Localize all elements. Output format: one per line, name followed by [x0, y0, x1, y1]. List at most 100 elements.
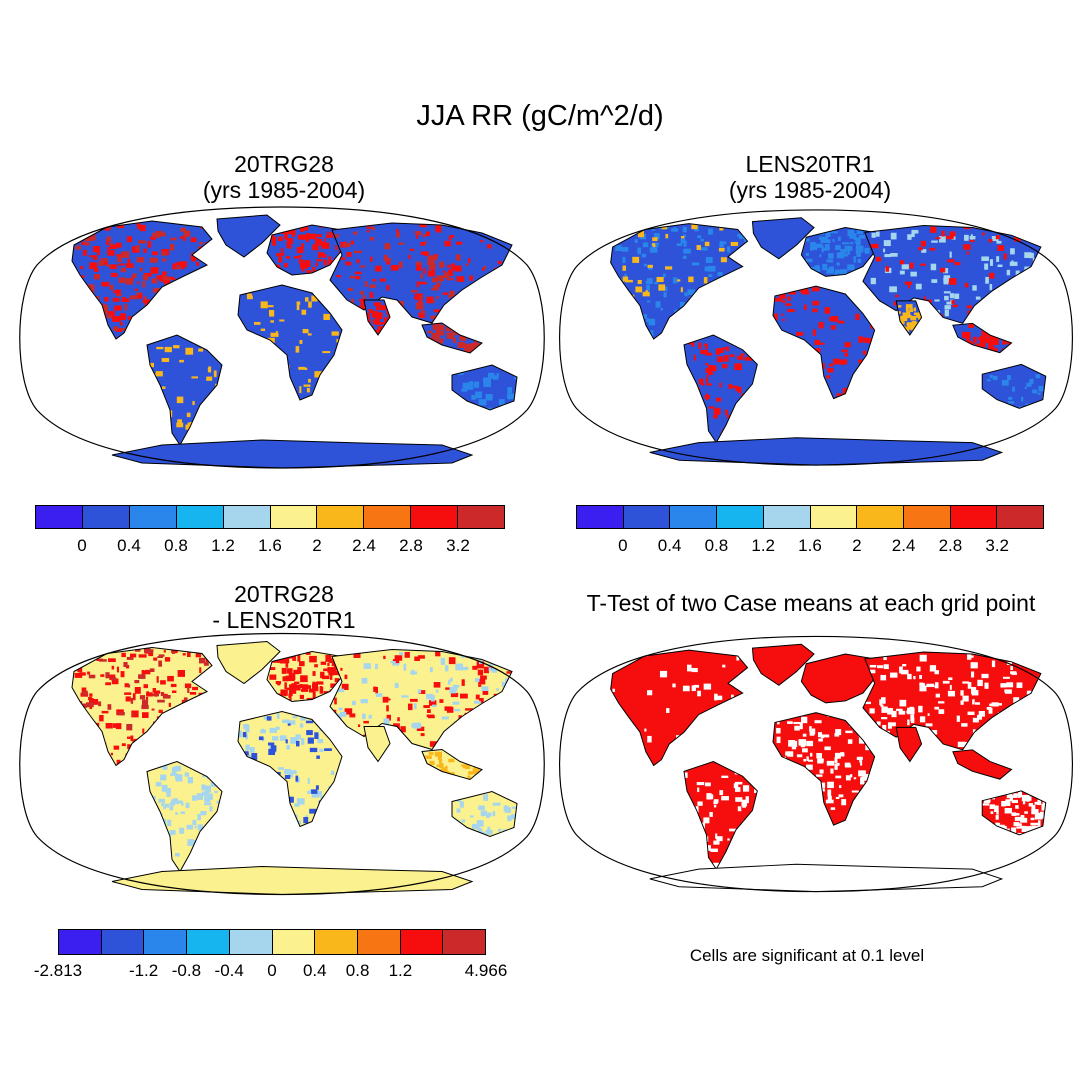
field-cell — [680, 236, 685, 239]
field-cell — [116, 316, 121, 322]
field-cell — [621, 229, 625, 236]
field-cell — [991, 702, 999, 707]
field-cell — [267, 305, 274, 308]
field-cell — [466, 383, 474, 390]
map-border — [559, 209, 1073, 466]
field-cell — [446, 327, 453, 332]
field-cell — [315, 262, 318, 267]
field-cell — [452, 337, 456, 343]
field-cell — [238, 730, 242, 738]
field-cell — [733, 783, 739, 789]
field-cell — [735, 797, 743, 802]
field-cell — [386, 698, 391, 701]
field-cell — [672, 683, 676, 688]
field-cell — [306, 270, 312, 274]
field-cell — [741, 393, 744, 396]
colorbar-tick-label: 0.4 — [117, 536, 141, 555]
field-cell — [812, 300, 820, 306]
field-cell — [116, 328, 122, 332]
field-cell — [788, 740, 796, 747]
colorbar-swatch — [763, 506, 811, 528]
field-cell — [468, 771, 473, 775]
field-cell — [370, 256, 373, 262]
field-cell — [1030, 817, 1035, 821]
field-cell — [316, 755, 320, 759]
field-cell — [946, 235, 954, 240]
land-antarctica — [112, 866, 472, 895]
field-cell — [287, 720, 296, 725]
field-cell — [261, 728, 265, 732]
field-cell — [497, 260, 502, 265]
field-cell — [185, 347, 194, 355]
field-cell — [877, 665, 884, 669]
field-cell — [1015, 805, 1019, 809]
field-cell — [818, 321, 824, 329]
field-cell — [158, 660, 162, 667]
field-cell — [724, 355, 729, 362]
field-cell — [401, 695, 409, 698]
field-cell — [480, 810, 487, 817]
field-cell — [721, 775, 729, 778]
field-cell — [242, 732, 247, 738]
field-cell — [184, 772, 189, 777]
field-cell — [902, 663, 907, 667]
field-cell — [318, 791, 322, 796]
field-cell — [715, 695, 723, 700]
field-cell — [441, 716, 449, 720]
field-cell — [656, 276, 664, 283]
field-cell — [126, 236, 133, 243]
field-cell — [658, 284, 666, 291]
field-cell — [906, 304, 913, 309]
field-cell — [883, 248, 886, 253]
field-cell — [918, 247, 923, 251]
field-cell — [967, 711, 975, 716]
field-cell — [285, 662, 289, 668]
field-cell — [637, 280, 642, 285]
field-cell — [625, 279, 633, 283]
field-cell — [134, 680, 140, 684]
field-cell — [79, 266, 84, 269]
field-cell — [776, 720, 780, 725]
field-cell — [200, 811, 207, 816]
field-cell — [322, 351, 331, 354]
field-cell — [101, 710, 109, 714]
field-cell — [170, 773, 178, 776]
field-cell — [831, 316, 839, 322]
field-cell — [791, 746, 797, 750]
field-cell — [139, 695, 146, 700]
field-cell — [642, 291, 650, 297]
field-cell — [299, 723, 304, 728]
field-cell — [1014, 813, 1020, 816]
field-cell — [969, 340, 972, 345]
field-cell — [659, 670, 668, 678]
field-cell — [448, 657, 456, 665]
field-cell — [472, 665, 478, 670]
field-cell — [142, 699, 148, 706]
field-cell — [913, 312, 922, 316]
field-cell — [208, 793, 213, 800]
field-cell — [198, 652, 202, 656]
colorbar-tick-label: 1.2 — [211, 536, 235, 555]
field-cell — [847, 229, 855, 237]
field-cell — [120, 313, 126, 321]
field-cell — [815, 348, 821, 353]
field-cell — [311, 295, 318, 302]
field-cell — [288, 673, 296, 680]
field-cell — [437, 283, 441, 288]
land-seAsia — [422, 749, 482, 780]
colorbar-tick-label: 4.966 — [464, 961, 508, 980]
field-cell — [323, 259, 328, 266]
panel-title-line1: LENS20TR1 — [745, 151, 875, 177]
field-cell — [311, 790, 320, 798]
field-cell — [988, 342, 994, 347]
field-cell — [615, 223, 620, 231]
field-cell — [1028, 803, 1034, 807]
land-greenland — [752, 217, 815, 259]
field-cell — [920, 240, 926, 247]
field-cell — [354, 271, 362, 275]
colorbar-tick-label: 0 — [618, 536, 628, 555]
field-cell — [322, 242, 330, 249]
colorbar-tick-label: 0.4 — [657, 536, 682, 555]
field-cell — [93, 274, 100, 280]
field-cell — [172, 651, 176, 654]
